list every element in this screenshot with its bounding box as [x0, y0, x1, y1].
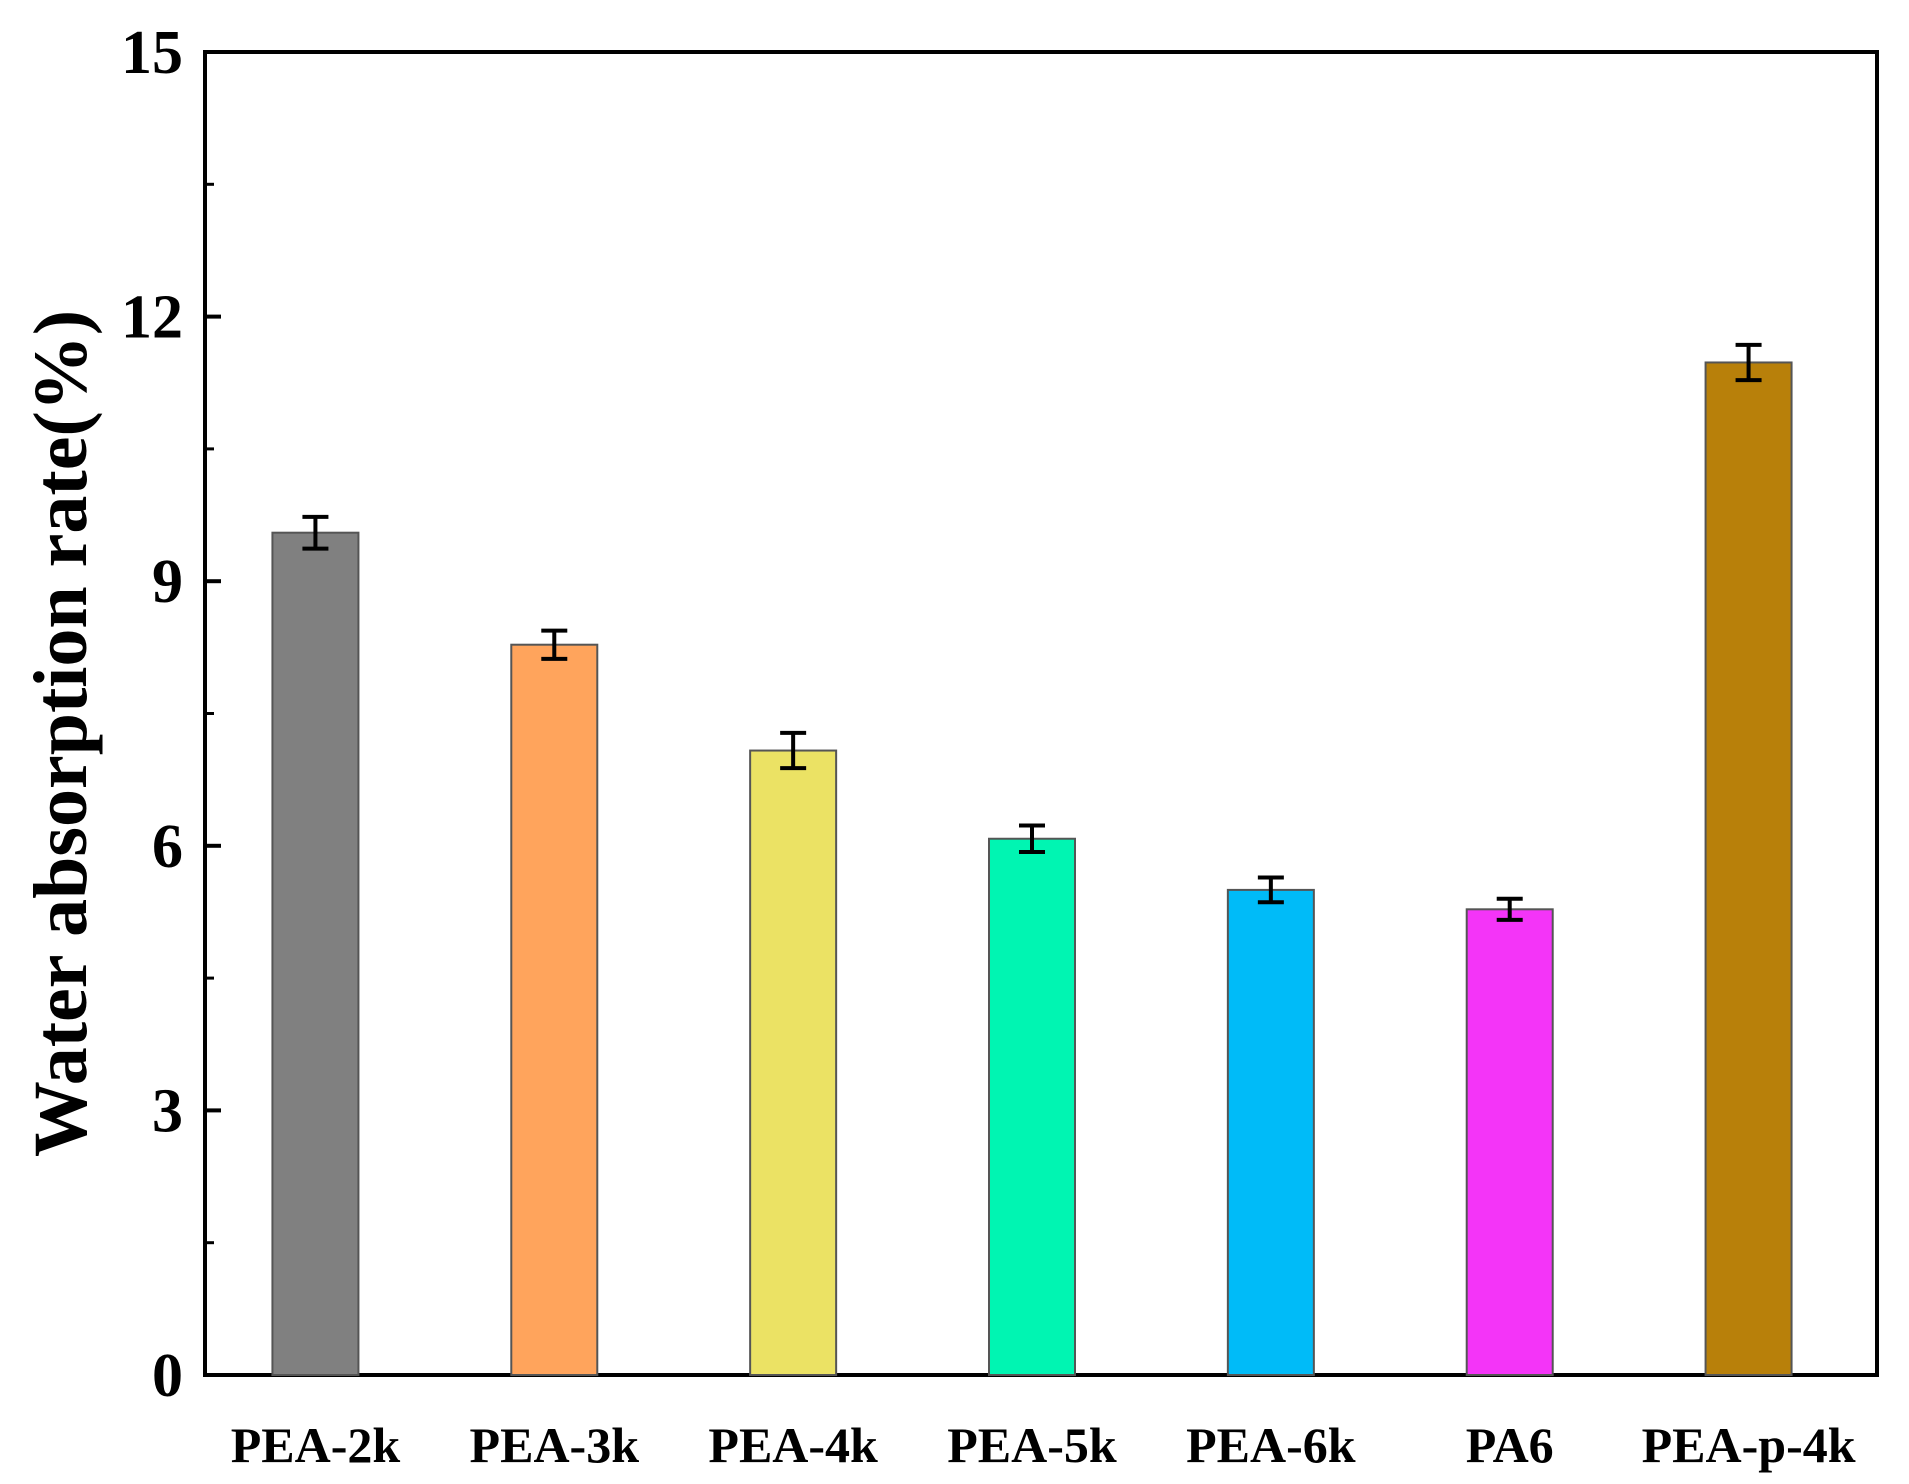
bar-pea-6k — [1226, 888, 1315, 1377]
ticks-group — [205, 50, 221, 1377]
y-tick-label-6: 6 — [152, 813, 183, 881]
y-tick-label-9: 9 — [152, 548, 183, 616]
bar-pea-4k — [749, 749, 838, 1376]
bars-group — [271, 361, 1793, 1377]
bar-pea-5k — [988, 837, 1076, 1376]
x-tick-label-pea-4k: PEA-4k — [708, 1417, 878, 1473]
x-tick-label-pea-5k: PEA-5k — [947, 1417, 1117, 1473]
y-tick-label-12: 12 — [121, 284, 183, 352]
y-axis-title: Water absorption rate(%) — [19, 310, 103, 1157]
x-tick-label-pea-p-4k: PEA-p-4k — [1642, 1417, 1856, 1473]
bar-pea-3k — [510, 643, 599, 1376]
bar-pea-p-4k — [1704, 361, 1793, 1376]
x-tick-label-pea-2k: PEA-2k — [231, 1417, 401, 1473]
y-tick-label-15: 15 — [121, 19, 183, 87]
labels-group: PEA-2k PEA-3k PEA-4k PEA-5k PEA-6k PA6 PEA-p-4… — [121, 19, 1856, 1473]
y-tick-label-3: 3 — [152, 1077, 183, 1145]
y-tick-label-0: 0 — [152, 1342, 183, 1410]
error-bars-group — [302, 342, 1762, 922]
x-tick-label-pea-6k: PEA-6k — [1186, 1417, 1356, 1473]
bar-pa6 — [1465, 908, 1554, 1377]
bar-pea-2k — [271, 531, 360, 1376]
x-tick-label-pa6: PA6 — [1466, 1417, 1554, 1473]
x-tick-label-pea-3k: PEA-3k — [470, 1417, 640, 1473]
